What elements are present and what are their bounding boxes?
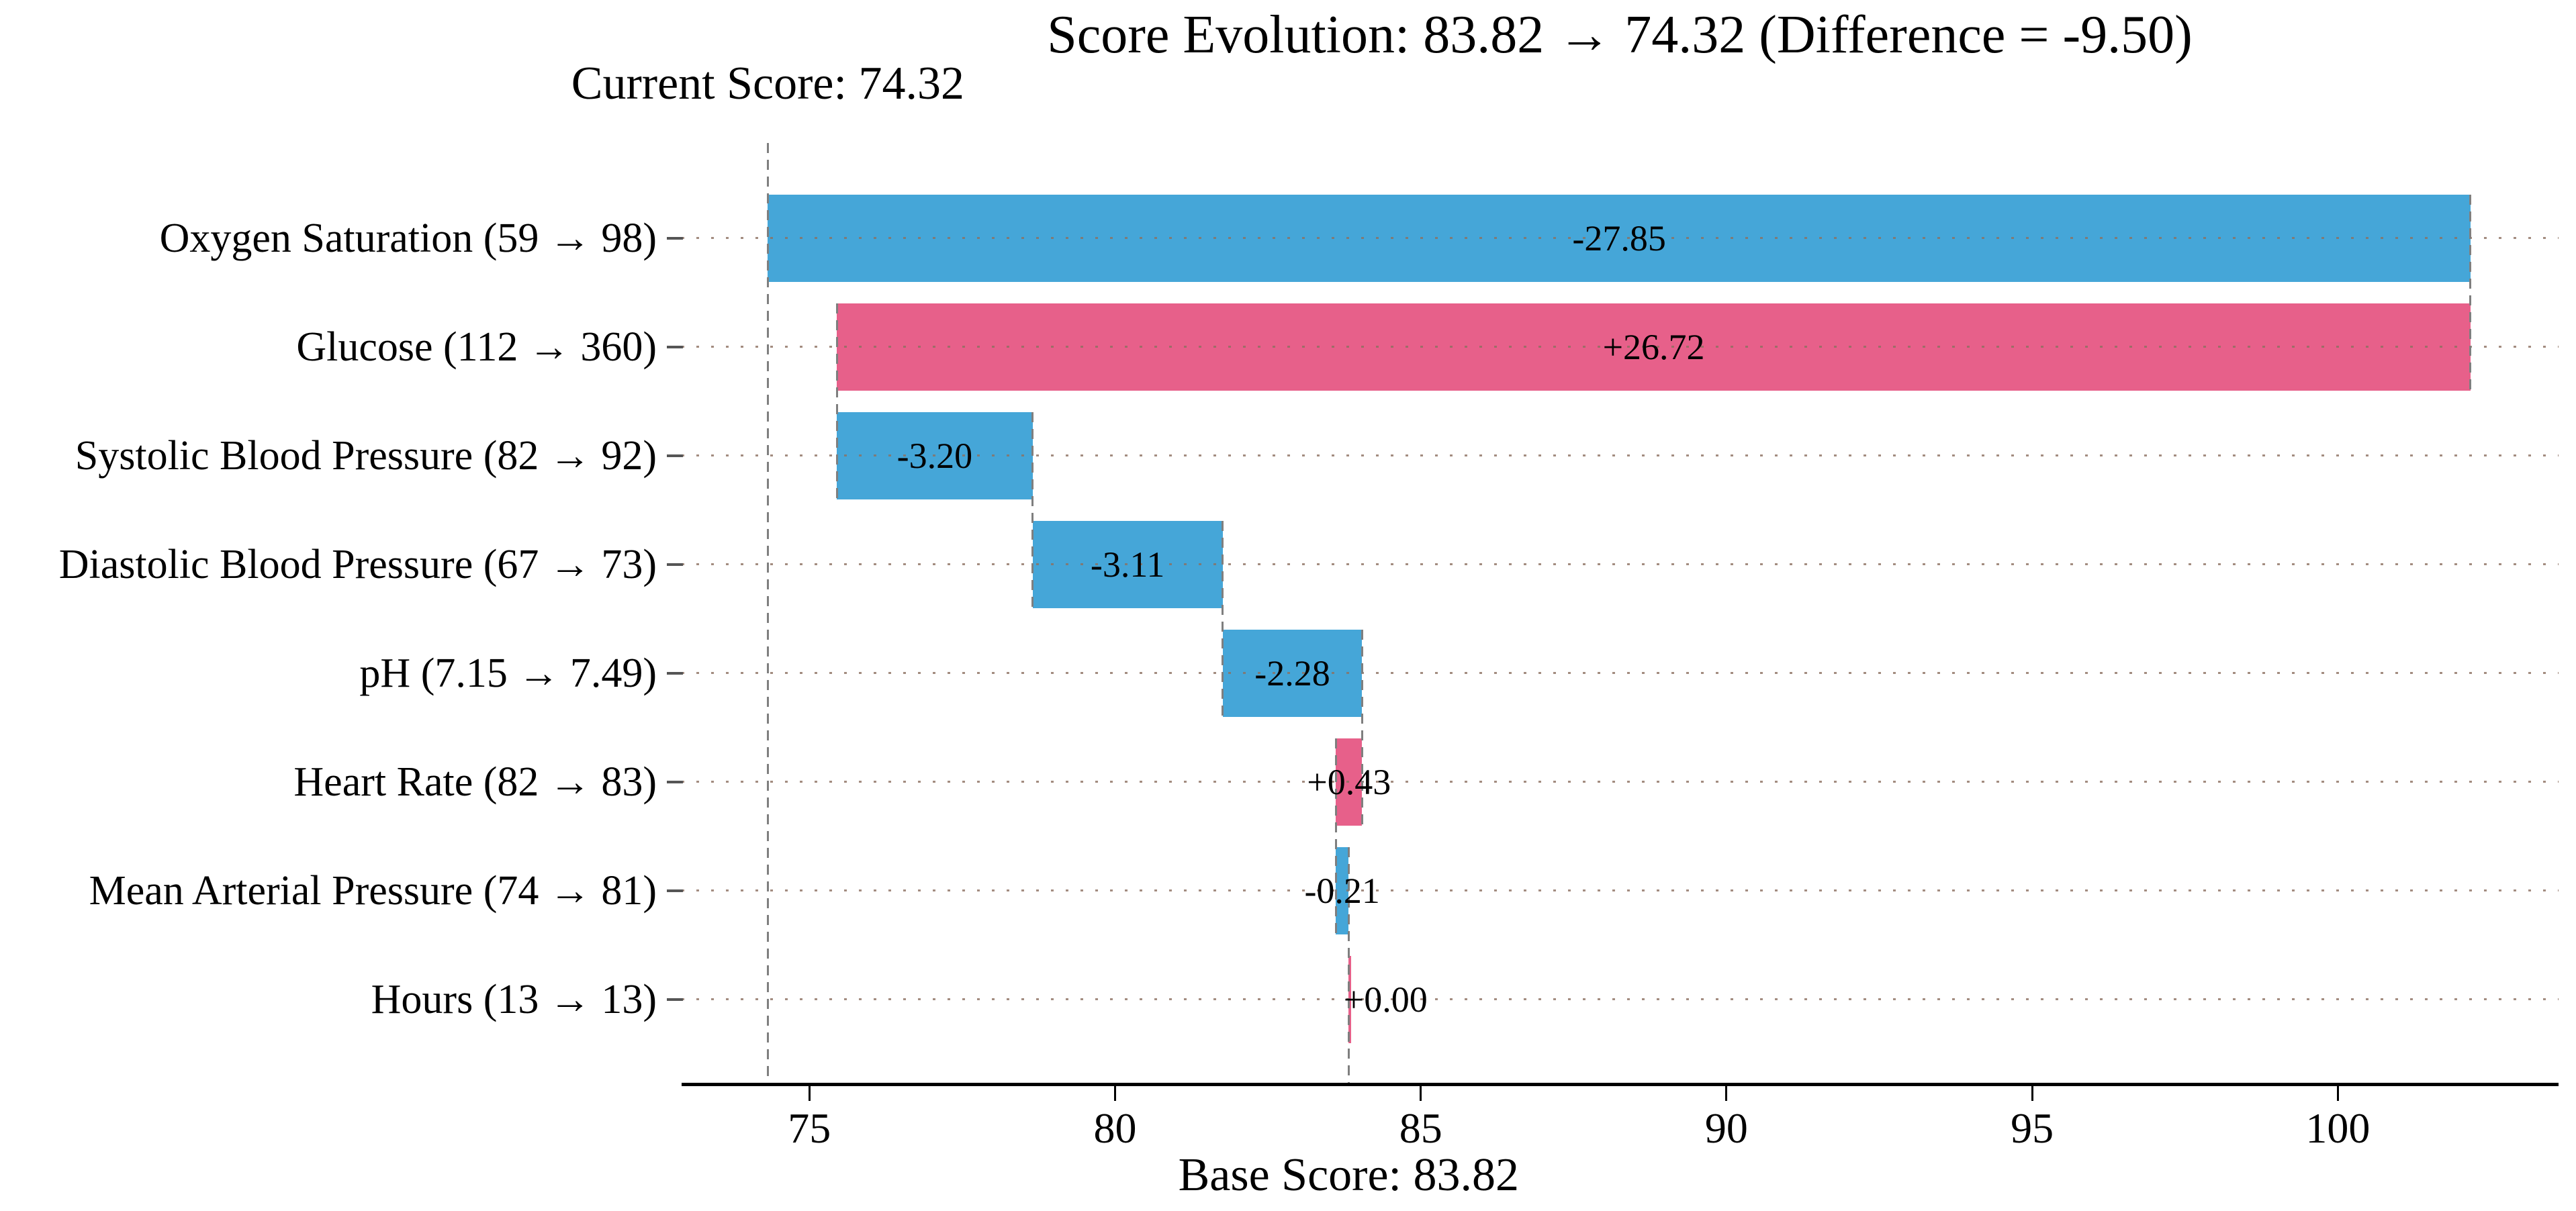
x-tick-label: 100	[2305, 1104, 2371, 1152]
x-tick	[808, 1086, 811, 1101]
y-tick	[667, 889, 683, 892]
bar-value-label: -0.21	[1304, 871, 1380, 911]
x-tick-label: 90	[1704, 1104, 1748, 1152]
x-tick	[1420, 1086, 1422, 1101]
row-gridline	[682, 563, 2559, 565]
y-axis-label: Hours (13 → 13)	[371, 977, 657, 1022]
step-connector	[1361, 630, 1363, 826]
bar-value-label: +0.43	[1307, 762, 1391, 802]
x-tick	[2336, 1086, 2339, 1101]
chart-title: Score Evolution: 83.82 → 74.32 (Differen…	[1047, 5, 2193, 64]
row-gridline	[682, 889, 2559, 891]
y-tick	[667, 346, 683, 348]
x-tick-label: 80	[1093, 1104, 1137, 1152]
x-tick	[1725, 1086, 1728, 1101]
step-connector	[1347, 847, 1350, 1084]
y-axis-label: Mean Arterial Pressure (74 → 81)	[89, 868, 657, 914]
row-gridline	[682, 454, 2559, 456]
row-gridline	[682, 672, 2559, 674]
y-axis-label: pH (7.15 → 7.49)	[359, 650, 657, 696]
y-tick	[667, 998, 683, 1001]
y-tick	[667, 781, 683, 783]
bar-value-label: -3.11	[1090, 544, 1165, 585]
step-connector	[1222, 521, 1224, 717]
x-tick-label: 95	[2011, 1104, 2054, 1152]
step-connector	[2469, 195, 2472, 391]
y-axis-label: Systolic Blood Pressure (82 → 92)	[75, 433, 657, 479]
row-gridline	[682, 346, 2559, 348]
current-score-line	[766, 143, 769, 1084]
row-gridline	[682, 998, 2559, 1000]
base-score-annotation: Base Score: 83.82	[1178, 1149, 1519, 1201]
row-gridline	[682, 237, 2559, 239]
y-tick	[667, 454, 683, 457]
x-tick	[2031, 1086, 2033, 1101]
current-score-annotation: Current Score: 74.32	[571, 58, 964, 109]
step-connector	[1031, 412, 1034, 608]
step-connector	[835, 303, 838, 499]
row-gridline	[682, 781, 2559, 783]
bar-value-label: -27.85	[1572, 218, 1666, 258]
x-tick-label: 85	[1399, 1104, 1442, 1152]
x-axis-line	[682, 1083, 2559, 1086]
bar-value-label: +0.00	[1343, 979, 1428, 1020]
y-axis-label: Oxygen Saturation (59 → 98)	[159, 215, 657, 261]
x-tick-label: 75	[788, 1104, 831, 1152]
y-axis-label: Heart Rate (82 → 83)	[293, 759, 657, 805]
y-tick	[667, 563, 683, 566]
bar-value-label: -3.20	[896, 436, 973, 476]
x-tick	[1113, 1086, 1116, 1101]
bar-value-label: -2.28	[1254, 653, 1330, 693]
y-axis-label: Glucose (112 → 360)	[296, 324, 657, 370]
step-connector	[1334, 738, 1337, 934]
bar-value-label: +26.72	[1602, 327, 1705, 367]
y-tick	[667, 672, 683, 675]
y-tick	[667, 237, 683, 240]
y-axis-label: Diastolic Blood Pressure (67 → 73)	[58, 542, 657, 587]
